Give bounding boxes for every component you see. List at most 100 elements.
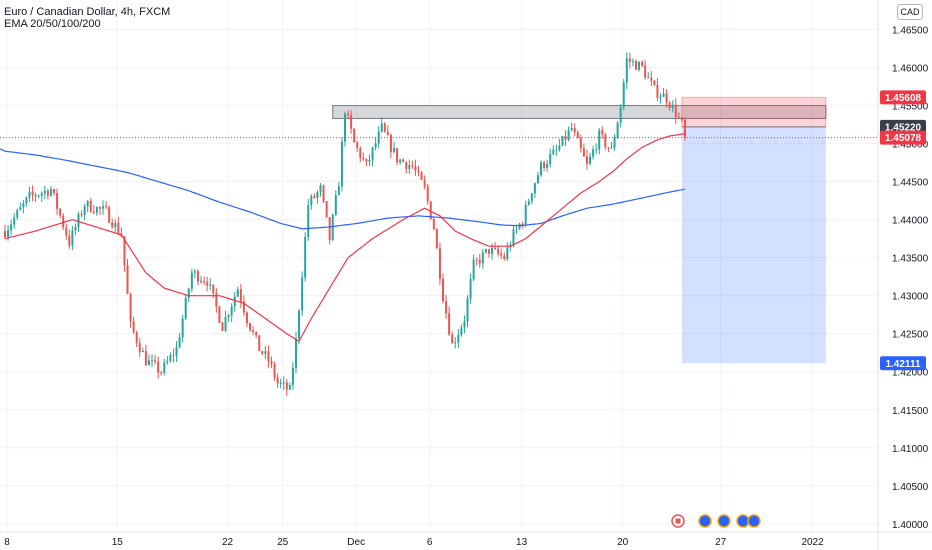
flag-eu-icon[interactable] xyxy=(747,514,761,528)
event-icons[interactable] xyxy=(671,514,761,528)
candle-body xyxy=(527,201,530,205)
candle-body xyxy=(469,279,472,299)
ema-200-line-tail xyxy=(0,148,6,152)
candle-body xyxy=(585,156,588,164)
price-label-text: 1.45608 xyxy=(885,93,922,104)
candle-body xyxy=(442,278,445,302)
candle-body xyxy=(589,156,592,164)
candle-body xyxy=(521,223,524,225)
candle-body xyxy=(564,136,567,140)
candle-body xyxy=(475,259,478,261)
price-label-box xyxy=(880,119,926,134)
candle-body xyxy=(56,193,59,209)
candle-body xyxy=(236,289,239,297)
candle-body xyxy=(555,149,558,151)
flag-eu-icon[interactable] xyxy=(698,514,712,528)
candle-body xyxy=(74,227,77,231)
candle-body xyxy=(108,207,111,223)
short-position-layer[interactable] xyxy=(681,96,827,364)
candle-body xyxy=(298,310,301,339)
candle-body xyxy=(313,196,316,198)
candle-body xyxy=(117,222,120,234)
candle-body xyxy=(644,65,647,78)
flag-canada-icon-center xyxy=(675,518,681,524)
candle-body xyxy=(273,364,276,378)
ema-50-line xyxy=(4,133,686,343)
candle-body xyxy=(95,207,98,213)
candle-body xyxy=(460,327,463,335)
candle-body xyxy=(98,207,101,209)
flag-eu-icon[interactable] xyxy=(717,514,731,528)
candle-body xyxy=(270,361,273,365)
candle-body xyxy=(601,130,604,135)
candle-body xyxy=(144,350,147,366)
candle-body xyxy=(230,306,233,316)
candle-body xyxy=(337,186,340,196)
candle-body xyxy=(221,322,224,331)
candle-body xyxy=(267,351,270,362)
candle-body xyxy=(71,230,74,246)
chart-title: Euro / Canadian Dollar, 4h, FXCM xyxy=(4,6,171,18)
candle-body xyxy=(141,350,144,353)
candle-body xyxy=(34,194,37,197)
candle-body xyxy=(181,318,184,338)
ema-200-line xyxy=(4,150,686,230)
candle-body xyxy=(209,284,212,286)
candle-body xyxy=(276,377,279,384)
time-tick-label: 6 xyxy=(427,537,433,548)
resistance-zone[interactable] xyxy=(332,105,827,119)
candle-body xyxy=(178,337,181,348)
candles xyxy=(4,52,686,397)
price-label-text: 1.45078 xyxy=(885,133,922,144)
candle-body xyxy=(582,148,585,157)
candle-body xyxy=(656,84,659,98)
candle-body xyxy=(196,271,199,282)
candle-body xyxy=(53,189,56,194)
candle-body xyxy=(659,96,662,98)
candle-body xyxy=(135,332,138,344)
candle-body xyxy=(641,61,644,66)
time-tick-label: 20 xyxy=(617,537,629,548)
candle-body xyxy=(31,191,34,195)
candle-body xyxy=(224,317,227,331)
flag-eu-icon[interactable] xyxy=(736,514,750,528)
indicator-legend[interactable]: EMA 20/50/100/200 xyxy=(4,18,101,30)
candle-body xyxy=(322,185,325,202)
time-axis[interactable]: 8 15 22 25 Dec 6 13 20 27 2022 xyxy=(4,537,824,548)
candle-body xyxy=(212,284,215,294)
candle-body xyxy=(546,163,549,168)
candle-body xyxy=(423,179,426,187)
time-tick-label: 25 xyxy=(277,537,289,548)
candle-body xyxy=(13,217,16,225)
candle-body xyxy=(328,217,331,240)
candle-body xyxy=(227,315,230,318)
candle-body xyxy=(543,162,546,168)
time-tick-label: 8 xyxy=(4,537,10,548)
candle-body xyxy=(166,361,169,363)
candle-body xyxy=(239,289,242,302)
candle-body xyxy=(245,312,248,324)
candle-body xyxy=(10,224,13,231)
candle-body xyxy=(472,259,475,280)
candle-body xyxy=(86,200,89,207)
candle-body xyxy=(356,142,359,148)
candle-body xyxy=(650,77,653,81)
price-label-text: 1.45220 xyxy=(885,122,922,133)
candle-body xyxy=(677,117,680,119)
candle-body xyxy=(607,147,610,149)
currency-badge[interactable]: CAD xyxy=(897,4,923,20)
candle-body xyxy=(147,360,150,366)
price-tick-label: 1.40500 xyxy=(892,482,929,493)
candle-body xyxy=(187,288,190,298)
candle-body xyxy=(68,235,71,246)
candle-body xyxy=(405,162,408,169)
candle-body xyxy=(102,206,105,209)
candle-body xyxy=(59,208,62,216)
candle-body xyxy=(163,362,166,373)
stop-loss-zone[interactable] xyxy=(681,96,827,128)
candle-body xyxy=(683,119,686,138)
take-profit-zone[interactable] xyxy=(681,126,826,364)
price-axis[interactable]: 1.46500 1.46000 1.45500 1.45000 1.44500 1.440… xyxy=(892,26,929,531)
